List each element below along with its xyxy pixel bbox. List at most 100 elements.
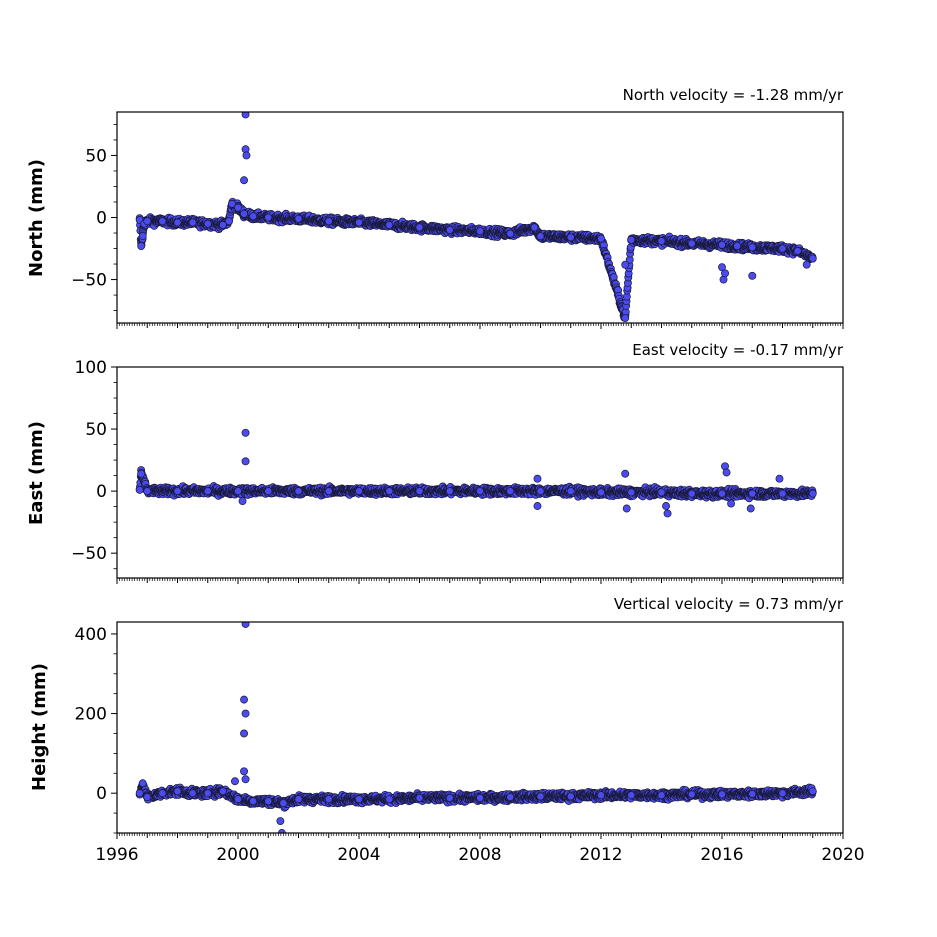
north-data-point (687, 239, 696, 248)
east-data-point (506, 487, 515, 496)
north-velocity-annotation: North velocity = -1.28 mm/yr (623, 86, 844, 104)
east-outlier-point (746, 504, 755, 513)
east-data-point (264, 487, 273, 496)
east-velocity-annotation: East velocity = -0.17 mm/yr (632, 341, 844, 359)
east-data-point (566, 487, 575, 496)
east-data-point (355, 487, 363, 496)
north-data-point (506, 229, 515, 238)
east-data-point (748, 489, 757, 498)
east-outlier-point (238, 497, 247, 505)
east-outlier-point (663, 509, 672, 518)
east-outlier-point (533, 474, 542, 483)
north-data-point (476, 227, 484, 236)
east-outlier-point (621, 469, 630, 478)
east-data-point (718, 489, 726, 498)
east-data-point (137, 469, 146, 478)
north-data-point (227, 199, 236, 208)
north-data-point (415, 223, 424, 232)
east-data-point (234, 487, 242, 496)
east-outlier-point (533, 502, 542, 510)
east-data-point (445, 487, 454, 496)
north-data-point (173, 218, 182, 227)
north-data-point (793, 247, 802, 255)
north-data-point (530, 223, 539, 232)
north-data-point (566, 233, 575, 242)
east-data-point (597, 488, 605, 497)
north-axes: −50 0 50 (71, 111, 844, 329)
north-data-point (294, 214, 303, 223)
east-data-point (135, 485, 144, 494)
north-data-point (249, 212, 258, 221)
north-outlier-point (718, 263, 726, 272)
north-ytick-label: −50 (71, 271, 107, 291)
east-data-point (385, 487, 394, 496)
east-ytick-label: −50 (71, 544, 107, 564)
north-data-point (224, 217, 233, 226)
east-data-point (173, 487, 182, 496)
east-data-point (778, 489, 787, 498)
east-panel: −50 0 50 100 East velocity = -0.17 mm/yr Ea… (26, 341, 844, 584)
north-outlier-point (241, 112, 250, 119)
north-data-point (143, 217, 152, 226)
east-data-point (627, 488, 636, 497)
east-data-point (203, 487, 212, 496)
east-data-point (476, 487, 484, 496)
north-data-point (445, 225, 454, 234)
east-outlier-point (727, 499, 736, 508)
north-data-point (158, 217, 167, 226)
east-outlier-point (622, 504, 631, 513)
north-data-point (188, 218, 197, 227)
east-data-point (808, 489, 817, 498)
east-outlier-point (662, 502, 670, 510)
east-outlier-point (241, 457, 250, 466)
north-data-point (621, 314, 630, 322)
north-data-point (264, 213, 273, 222)
north-outlier-point (802, 260, 811, 269)
north-ylabel: North (mm) (26, 159, 47, 277)
north-data-point (355, 218, 363, 227)
east-outlier-point (775, 474, 784, 483)
north-points (135, 112, 817, 322)
east-data-point (294, 487, 303, 496)
north-data-point (627, 235, 636, 244)
north-data-point (778, 244, 787, 253)
north-data-point (138, 232, 147, 241)
north-outlier-point (621, 260, 630, 269)
east-data-point (657, 488, 666, 497)
east-data-point (415, 487, 424, 496)
east-data-point (324, 487, 333, 496)
east-ytick-label: 0 (96, 482, 107, 502)
north-data-point (733, 242, 742, 250)
north-outlier-point (240, 176, 248, 185)
north-outlier-point (748, 271, 757, 280)
east-points (135, 428, 817, 518)
north-data-point (597, 234, 605, 243)
north-data-point (218, 220, 227, 229)
east-outlier-point (722, 468, 731, 477)
east-ytick-label: 50 (85, 420, 107, 440)
east-outlier-point (241, 428, 250, 437)
north-data-point (657, 237, 666, 246)
east-data-point (687, 489, 696, 498)
north-outlier-point (242, 151, 251, 160)
north-data-point (203, 219, 212, 228)
north-ytick-label: 0 (96, 209, 107, 229)
east-data-point (143, 487, 152, 496)
east-ytick-label: 100 (75, 358, 107, 378)
north-data-point (385, 220, 394, 229)
north-data-point (234, 203, 242, 212)
north-data-point (748, 243, 757, 252)
east-ylabel: East (mm) (26, 421, 47, 525)
north-data-point (718, 240, 726, 249)
north-data-point (324, 217, 333, 226)
north-data-point (536, 232, 545, 241)
north-outlier-point (721, 269, 729, 278)
north-data-point (808, 254, 817, 263)
north-data-point (137, 242, 146, 250)
east-data-point (536, 487, 545, 496)
north-ytick-label: 50 (85, 146, 107, 166)
north-panel: −50 0 50 North velocity = -1.28 mm/yr Nort… (26, 86, 844, 329)
north-data-point (240, 209, 248, 218)
